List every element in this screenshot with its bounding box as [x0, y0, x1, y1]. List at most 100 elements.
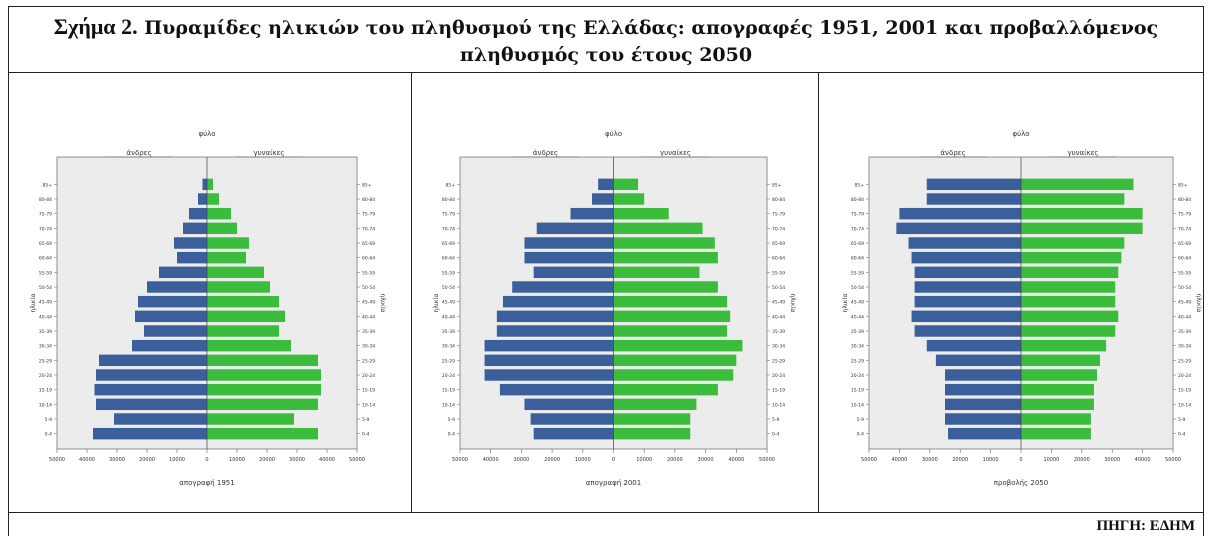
x-tick-label: 50000 [759, 457, 775, 463]
pyramid-panel-2050: φύλο άνδρες γυναίκες 0-4 0-4 5-9 5-9 10-14 10-14… [818, 73, 1204, 512]
male-bar [911, 310, 1021, 323]
age-tick-label-right: 20-24 [362, 373, 375, 379]
age-tick-label-left: 80-84 [442, 197, 455, 203]
female-bar [1021, 222, 1143, 235]
age-tick-label-left: 75-79 [442, 212, 455, 218]
grouping-label: φύλο [198, 130, 215, 138]
female-bar [207, 266, 264, 279]
female-bar [207, 281, 270, 293]
age-tick-label-left: 85+ [855, 182, 865, 188]
female-bar [207, 193, 219, 205]
age-tick-label-left: 50-54 [39, 285, 52, 291]
female-bar [1021, 251, 1122, 264]
male-bar [499, 383, 614, 396]
age-tick-label-right: 30-34 [362, 344, 375, 350]
male-bar [502, 295, 614, 308]
age-tick-label-right: 35-39 [1178, 329, 1191, 335]
female-header-label: γυναίκες [1067, 149, 1098, 157]
figure-title-line-1: Σχήμα 2. Πυραμίδες ηλικιών του πληθυσμού… [9, 15, 1203, 40]
x-tick-label: 30000 [1104, 457, 1120, 463]
age-tick-label-right: 20-24 [1178, 373, 1191, 379]
female-bar [613, 383, 718, 396]
male-bar [144, 325, 207, 337]
age-tick-label-right: 50-54 [1178, 285, 1191, 291]
female-header-label: γυναίκες [660, 149, 691, 157]
x-tick-label: 30000 [109, 457, 125, 463]
x-tick-label: 10000 [636, 457, 652, 463]
female-bar [207, 207, 231, 220]
age-tick-label-right: 45-49 [1178, 300, 1191, 306]
age-tick-label-right: 55-59 [362, 270, 375, 276]
age-tick-label-left: 15-19 [39, 388, 52, 394]
age-tick-label-left: 20-24 [39, 373, 52, 379]
female-bar [613, 237, 715, 249]
x-axis-label: απογραφή 2001 [586, 479, 641, 487]
age-tick-label-right: 45-49 [362, 300, 375, 306]
age-tick-label-left: 30-34 [39, 344, 52, 350]
female-bar [1021, 325, 1116, 337]
male-bar [135, 310, 207, 323]
age-tick-label-right: 40-44 [772, 314, 785, 320]
age-tick-label-right: 0-4 [772, 432, 779, 438]
male-bar [484, 339, 614, 352]
age-tick-label-left: 30-34 [442, 344, 455, 350]
age-tick-label-left: 40-44 [39, 314, 52, 320]
female-bar [207, 398, 318, 411]
age-tick-label-right: 80-84 [1178, 197, 1191, 203]
x-tick-label: 30000 [698, 457, 714, 463]
male-header-label: άνδρες [533, 149, 558, 157]
female-bar [207, 222, 237, 235]
x-tick-label: 10000 [983, 457, 999, 463]
female-bar [613, 325, 728, 337]
y-axis-label-left: ηλικία [433, 294, 440, 313]
female-bar [613, 369, 734, 381]
male-bar [147, 281, 207, 293]
figure-frame: Σχήμα 2. Πυραμίδες ηλικιών του πληθυσμού… [8, 6, 1204, 536]
x-tick-label: 20000 [667, 457, 683, 463]
female-bar [1021, 207, 1143, 220]
female-bar [1021, 369, 1097, 381]
female-bar [1021, 383, 1094, 396]
age-tick-label-right: 10-14 [772, 402, 785, 408]
female-bar [207, 369, 321, 381]
male-bar [94, 383, 207, 396]
age-tick-label-left: 0-4 [857, 432, 864, 438]
female-bar [207, 325, 279, 337]
pyramid-chart-svg: φύλο άνδρες γυναίκες 0-4 0-4 5-9 5-9 10-14 10-14… [30, 130, 386, 487]
female-bar [1021, 178, 1134, 191]
female-bar [207, 178, 213, 191]
male-bar [484, 354, 614, 367]
y-axis-label-left: ηλικία [842, 294, 849, 313]
age-tick-label-right: 80-84 [772, 197, 785, 203]
age-tick-label-right: 60-64 [1178, 256, 1191, 262]
female-bar [207, 383, 321, 396]
age-tick-label-left: 70-74 [851, 226, 864, 232]
age-tick-label-right: 85+ [772, 182, 782, 188]
male-bar [536, 222, 614, 235]
age-tick-label-left: 40-44 [442, 314, 455, 320]
x-tick-label: 20000 [1074, 457, 1090, 463]
y-axis-label-right: ηλικία [1195, 294, 1202, 313]
source-note: ΠΗΓΗ: ΕΔΗΜ [1096, 518, 1195, 534]
male-bar [159, 266, 207, 279]
figure-title: Σχήμα 2. Πυραμίδες ηλικιών του πληθυσμού… [9, 7, 1203, 73]
x-tick-label: 10000 [229, 457, 245, 463]
age-tick-label-right: 10-14 [362, 402, 375, 408]
male-header-label: άνδρες [126, 149, 151, 157]
age-tick-label-left: 20-24 [442, 373, 455, 379]
x-tick-label: 0 [612, 457, 615, 463]
female-bar [1021, 310, 1119, 323]
age-tick-label-left: 10-14 [39, 402, 52, 408]
male-bar [189, 207, 207, 220]
male-bar [512, 281, 614, 293]
age-tick-label-right: 80-84 [362, 197, 375, 203]
male-bar [945, 398, 1021, 411]
age-tick-label-right: 70-74 [362, 226, 375, 232]
female-bar [207, 427, 318, 440]
female-bar [1021, 193, 1125, 205]
age-tick-label-left: 35-39 [39, 329, 52, 335]
age-tick-label-left: 55-59 [442, 270, 455, 276]
male-bar [896, 222, 1021, 235]
male-bar [530, 413, 614, 425]
male-bar [945, 383, 1021, 396]
